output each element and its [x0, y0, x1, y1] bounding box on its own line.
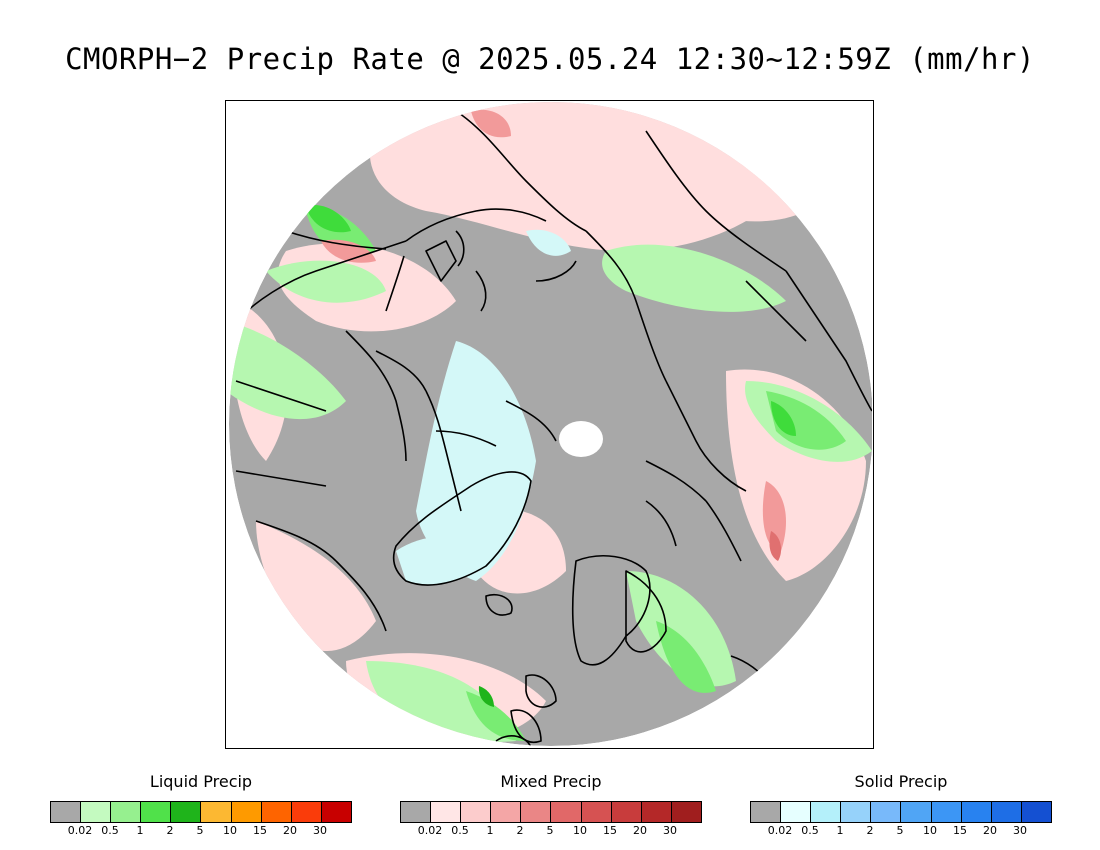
mixed-precip-heavy [321, 109, 786, 561]
tick-label: 0.02 [417, 824, 443, 837]
legend-swatch [871, 802, 902, 822]
legend-swatch [521, 802, 552, 822]
legend-swatch [321, 802, 351, 822]
tick-label: 15 [253, 824, 267, 837]
tick-label: 5 [546, 824, 554, 837]
legend-swatch [291, 802, 322, 822]
legend-swatch [961, 802, 992, 822]
legend-swatch [671, 802, 701, 822]
legend-liquid-precip: Liquid Precip 0.02 0.5 1 2 5 10 15 20 30 [50, 772, 352, 837]
tick-label: 30 [1013, 824, 1027, 837]
tick-label: 0.5 [451, 824, 469, 837]
color-bar [400, 801, 702, 823]
tick-label: 0.5 [101, 824, 119, 837]
tick-labels: 0.02 0.5 1 2 5 10 15 20 30 [50, 823, 350, 837]
tick-label: 30 [663, 824, 677, 837]
legend-title: Mixed Precip [500, 772, 602, 791]
legend-swatch [431, 802, 462, 822]
tick-label: 0.02 [767, 824, 793, 837]
tick-label: 1 [136, 824, 144, 837]
tick-label: 5 [196, 824, 204, 837]
tick-label: 5 [896, 824, 904, 837]
legend-swatch [461, 802, 492, 822]
map-frame [225, 100, 874, 749]
polar-precip-map [229, 102, 872, 746]
tick-label: 0.02 [67, 824, 93, 837]
legend-swatch [231, 802, 262, 822]
tick-label: 2 [516, 824, 524, 837]
tick-label: 30 [313, 824, 327, 837]
legend-swatch [141, 802, 172, 822]
tick-label: 1 [836, 824, 844, 837]
tick-labels: 0.02 0.5 1 2 5 10 15 20 30 [400, 823, 700, 837]
legend-swatch [581, 802, 612, 822]
coastlines [235, 110, 872, 746]
legend-swatch [401, 802, 432, 822]
legend-swatch [111, 802, 142, 822]
tick-label: 1 [486, 824, 494, 837]
tick-label: 15 [603, 824, 617, 837]
chart-title: CMORPH−2 Precip Rate @ 2025.05.24 12:30~… [65, 42, 1035, 76]
legend-swatch [51, 802, 82, 822]
legend-title: Solid Precip [854, 772, 948, 791]
tick-label: 20 [283, 824, 297, 837]
legend-swatch [931, 802, 962, 822]
legend-swatch [811, 802, 842, 822]
legend-swatch [611, 802, 642, 822]
tick-label: 2 [166, 824, 174, 837]
tick-label: 20 [983, 824, 997, 837]
legend-swatch [551, 802, 582, 822]
tick-label: 0.5 [801, 824, 819, 837]
legend-mixed-precip: Mixed Precip 0.02 0.5 1 2 5 10 15 20 30 [400, 772, 702, 837]
tick-label: 10 [923, 824, 937, 837]
color-bar [750, 801, 1052, 823]
legend-title: Liquid Precip [149, 772, 253, 791]
legend-swatch [1021, 802, 1051, 822]
legend-swatch [201, 802, 232, 822]
legend-swatch [781, 802, 812, 822]
color-bar [50, 801, 352, 823]
legend-swatch [171, 802, 202, 822]
pole-data-gap [559, 421, 603, 457]
tick-label: 15 [953, 824, 967, 837]
legend-swatch [991, 802, 1022, 822]
legend-solid-precip: Solid Precip 0.02 0.5 1 2 5 10 15 20 30 [750, 772, 1052, 837]
tick-label: 10 [223, 824, 237, 837]
legend-swatch [641, 802, 672, 822]
legend-swatch [901, 802, 932, 822]
liquid-precip-areas [229, 205, 872, 743]
tick-label: 20 [633, 824, 647, 837]
legend-swatch [261, 802, 292, 822]
tick-label: 2 [866, 824, 874, 837]
legend-swatch [491, 802, 522, 822]
legend-swatch [81, 802, 112, 822]
tick-labels: 0.02 0.5 1 2 5 10 15 20 30 [750, 823, 1050, 837]
legend-swatch [751, 802, 782, 822]
tick-label: 10 [573, 824, 587, 837]
legend-swatch [841, 802, 872, 822]
